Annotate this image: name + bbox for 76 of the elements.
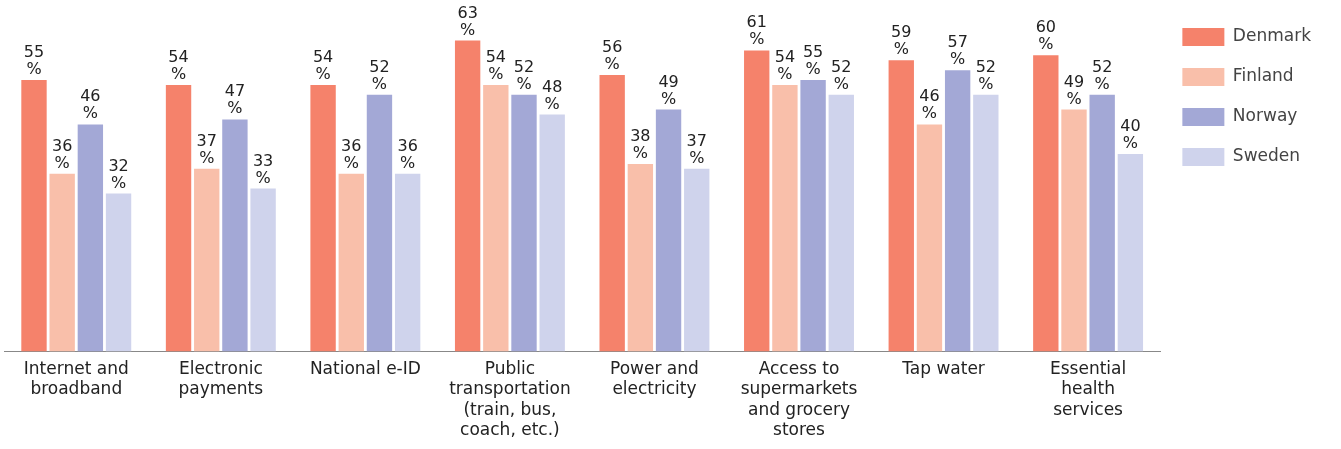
- data-label: 52%: [1092, 56, 1113, 93]
- data-label: 60%: [1035, 17, 1056, 54]
- bar: [800, 80, 826, 352]
- x-tick-label: Access to supermarkets and grocery stores: [740, 358, 858, 440]
- data-label: 36%: [397, 135, 418, 172]
- bar: [222, 119, 248, 352]
- data-label: 49%: [658, 71, 679, 108]
- bar: [454, 40, 481, 352]
- x-tick-label: Electronic payments: [178, 358, 264, 399]
- bar: [21, 80, 47, 352]
- data-label: 37%: [196, 130, 217, 167]
- data-label: 61%: [746, 12, 767, 49]
- data-label: 47%: [224, 81, 246, 118]
- bar: [394, 173, 421, 352]
- data-label: 57%: [947, 32, 968, 69]
- bar: [599, 75, 625, 352]
- bar: [366, 94, 393, 352]
- data-label: 49%: [1063, 71, 1085, 108]
- x-tick-label: National e-ID: [309, 358, 421, 379]
- data-label: 38%: [630, 125, 651, 162]
- x-tick-label: Power and electricity: [610, 358, 699, 399]
- bar: [944, 70, 971, 352]
- data-label: 54%: [312, 46, 334, 83]
- bar: [310, 84, 336, 352]
- data-label: 63%: [457, 2, 478, 39]
- x-tick-label: Public transportation (train, bus, coach, etc.): [449, 358, 571, 440]
- bar: [165, 84, 192, 352]
- bar: [1089, 94, 1115, 352]
- bar: [338, 173, 364, 352]
- data-label: 37%: [686, 130, 707, 167]
- legend-label: Norway: [1232, 105, 1298, 126]
- bar: [539, 114, 565, 352]
- data-label: 40%: [1120, 116, 1141, 153]
- bar: [772, 84, 798, 352]
- data-label: 32%: [108, 155, 129, 192]
- legend-label: Denmark: [1232, 25, 1312, 46]
- legend-label: Sweden: [1232, 145, 1301, 166]
- bar: [1061, 109, 1087, 352]
- data-label: 46%: [919, 86, 940, 123]
- x-tick-label: Tap water: [901, 358, 985, 379]
- bar: [77, 124, 104, 352]
- x-tick-label: Essential health services: [1049, 358, 1127, 419]
- data-label: 36%: [52, 135, 73, 172]
- bar: [105, 193, 132, 352]
- data-label: 33%: [252, 150, 274, 187]
- data-label: 36%: [341, 135, 362, 172]
- bar: [684, 168, 710, 352]
- bar: [916, 124, 943, 352]
- bar: [250, 188, 276, 352]
- bar: [194, 168, 220, 352]
- legend-label: Finland: [1232, 65, 1294, 86]
- data-label: 59%: [891, 22, 912, 59]
- bar: [627, 163, 654, 352]
- x-tick-label: Internet and broadband: [23, 358, 129, 399]
- data-label: 52%: [369, 56, 390, 93]
- bar: [49, 173, 75, 352]
- bar: [973, 94, 999, 352]
- bar: [655, 109, 682, 352]
- data-label: 56%: [602, 37, 623, 74]
- data-label: 46%: [80, 86, 101, 123]
- data-label: 54%: [485, 46, 506, 83]
- bar: [511, 94, 537, 352]
- data-label: 55%: [23, 42, 45, 79]
- bar: [1117, 154, 1144, 352]
- data-label: 54%: [168, 46, 189, 83]
- data-label: 55%: [802, 42, 824, 79]
- bar: [483, 84, 509, 352]
- bar: [744, 50, 770, 352]
- data-label: 52%: [513, 56, 535, 93]
- data-label: 52%: [975, 56, 997, 93]
- bar: [888, 60, 914, 352]
- bar: [1033, 55, 1059, 352]
- bar: [828, 94, 854, 352]
- data-label: 48%: [542, 76, 563, 113]
- data-label: 54%: [774, 46, 796, 83]
- data-label: 52%: [831, 56, 852, 93]
